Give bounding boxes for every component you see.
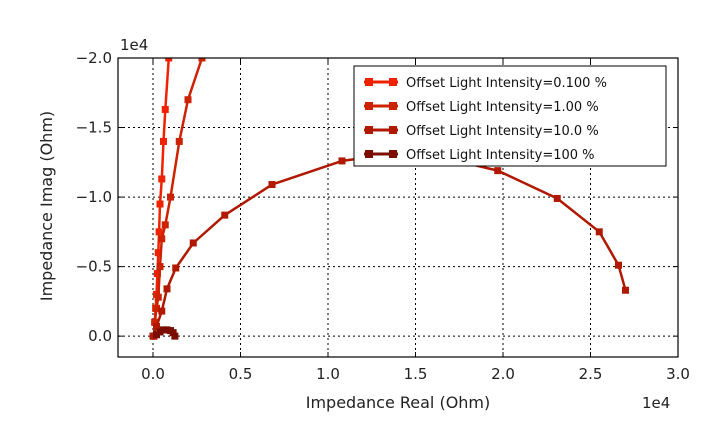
- data-point: [615, 261, 622, 269]
- data-point: [161, 221, 169, 229]
- legend: Offset Light Intensity=0.100 % Offset Lig…: [353, 65, 667, 167]
- legend-marker: [365, 150, 373, 158]
- data-point: [553, 194, 561, 202]
- legend-box: [353, 65, 667, 167]
- x-axis-title: Impedance Real (Ohm): [306, 393, 491, 412]
- data-point: [189, 239, 197, 247]
- y-tick-label: −1.0: [76, 188, 112, 206]
- data-point: [154, 249, 162, 257]
- legend-label: Offset Light Intensity=100 %: [406, 148, 595, 163]
- series-layer: [149, 58, 629, 340]
- series-4: [153, 326, 179, 340]
- data-point: [595, 228, 603, 236]
- y-scale-label: 1e4: [120, 36, 148, 54]
- data-point: [165, 58, 173, 62]
- data-point: [151, 318, 159, 326]
- legend-item: Offset Light Intensity=10.0 %: [364, 124, 599, 139]
- data-point: [268, 181, 276, 189]
- data-point: [167, 193, 174, 201]
- y-tick-label: −2.0: [76, 49, 112, 67]
- data-point: [171, 332, 179, 340]
- legend-label: Offset Light Intensity=0.100 %: [406, 76, 607, 91]
- legend-marker: [389, 126, 397, 134]
- legend-item: Offset Light Intensity=100 %: [364, 148, 595, 163]
- data-point: [156, 263, 164, 271]
- legend-marker: [365, 102, 373, 110]
- x-tick-label: 0.0: [141, 365, 165, 383]
- y-axis-title: Impedance Imag (Ohm): [37, 111, 56, 301]
- legend-item: Offset Light Intensity=1.00 %: [364, 100, 599, 115]
- data-point: [153, 304, 160, 312]
- data-point: [494, 167, 502, 175]
- data-point: [338, 157, 346, 165]
- x-tick-label: 1.0: [316, 365, 340, 383]
- series-3: [149, 147, 629, 340]
- series-line: [151, 149, 627, 337]
- data-point: [154, 293, 162, 301]
- x-tick-label: 2.5: [579, 365, 603, 383]
- data-point: [160, 137, 167, 145]
- legend-marker: [389, 102, 397, 110]
- data-point: [184, 96, 192, 104]
- legend-marker: [365, 78, 373, 86]
- data-point: [158, 235, 166, 243]
- ticks: 0.0 0.5 1.0 1.5 2.0 2.5 3.0 −2.0 −1.5 −1.0 −0.5 0.0: [76, 49, 690, 383]
- x-tick-label: 0.5: [229, 365, 253, 383]
- data-point: [198, 58, 206, 62]
- data-point: [163, 285, 171, 293]
- data-point: [161, 105, 169, 113]
- y-tick-label: −0.5: [76, 258, 112, 276]
- data-point: [175, 137, 183, 145]
- x-tick-label: 2.0: [491, 365, 515, 383]
- x-tick-label: 3.0: [666, 365, 690, 383]
- y-tick-label: −1.5: [76, 119, 112, 137]
- series-2: [150, 58, 206, 340]
- legend-label: Offset Light Intensity=10.0 %: [406, 124, 599, 139]
- x-tick-label: 1.5: [404, 365, 428, 383]
- data-point: [622, 286, 629, 294]
- legend-marker: [365, 126, 373, 134]
- x-scale-label: 1e4: [642, 394, 670, 412]
- data-point: [156, 200, 164, 208]
- legend-label: Offset Light Intensity=1.00 %: [406, 100, 599, 115]
- data-point: [158, 307, 166, 315]
- data-point: [153, 322, 160, 330]
- data-point: [172, 264, 180, 272]
- data-point: [158, 175, 166, 183]
- legend-marker: [389, 78, 397, 86]
- legend-item: Offset Light Intensity=0.100 %: [364, 76, 607, 91]
- data-point: [153, 270, 161, 278]
- legend-marker: [389, 150, 397, 158]
- plot-frame: [117, 57, 679, 358]
- data-point: [155, 228, 163, 236]
- data-point: [221, 211, 229, 219]
- y-tick-label: 0.0: [88, 327, 112, 345]
